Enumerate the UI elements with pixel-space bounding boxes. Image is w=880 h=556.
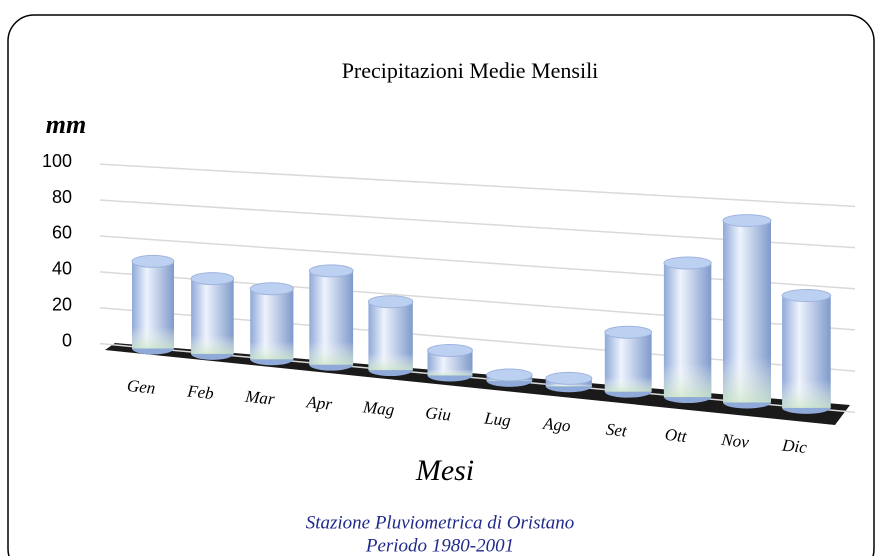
x-tick-label: Dic	[780, 435, 808, 457]
footer-line: Periodo 1980-2001	[365, 535, 514, 556]
bar-shade	[723, 220, 771, 403]
x-tick-label: Set	[605, 420, 629, 441]
bar-shade	[368, 301, 413, 371]
bar-top	[545, 371, 593, 385]
bar-shade	[250, 288, 294, 360]
bar-top	[663, 256, 712, 270]
x-tick-label: Ago	[541, 414, 571, 436]
x-tick-label: Giu	[424, 403, 451, 425]
footer-line: Stazione Pluviometrica di Oristano	[306, 512, 575, 533]
y-tick-label: 60	[52, 223, 72, 243]
bar-shade	[782, 295, 831, 408]
bar-top	[722, 214, 772, 228]
y-tick-label: 20	[52, 294, 72, 314]
bar-top	[308, 264, 354, 278]
bar-top	[249, 282, 294, 296]
bar-top	[781, 289, 832, 303]
bar-top	[131, 254, 175, 268]
frame	[7, 14, 875, 556]
x-tick-label: Ott	[664, 425, 689, 446]
x-tick-label: Nov	[720, 430, 751, 452]
y-tick-label: 80	[52, 187, 72, 207]
y-tick-label: 0	[62, 330, 72, 350]
x-tick-label: Apr	[305, 392, 334, 414]
bar-shade	[309, 270, 354, 365]
x-tick-label: Lug	[482, 408, 511, 430]
x-axis-label: Mesi	[415, 454, 474, 487]
chart-title: Precipitazioni Medie Mensili	[342, 58, 599, 83]
floor	[105, 343, 850, 425]
bar-shade	[132, 261, 174, 349]
bar-top	[427, 344, 473, 358]
bar-shade	[604, 332, 652, 392]
x-tick-label: Feb	[185, 381, 214, 403]
bar-top	[367, 295, 414, 309]
bar-shade	[191, 278, 234, 354]
bar-top	[190, 272, 235, 286]
x-tick-label: Mag	[361, 397, 395, 419]
bar-top	[604, 325, 653, 339]
bar-shade	[663, 263, 712, 398]
bar-top	[486, 368, 533, 382]
y-tick-label: 40	[52, 259, 72, 279]
y-tick-label: 100	[42, 151, 72, 171]
x-tick-label: Gen	[126, 376, 156, 398]
x-tick-label: Mar	[243, 387, 275, 409]
grid-line	[99, 163, 856, 208]
y-axis-label: mm	[46, 110, 86, 139]
